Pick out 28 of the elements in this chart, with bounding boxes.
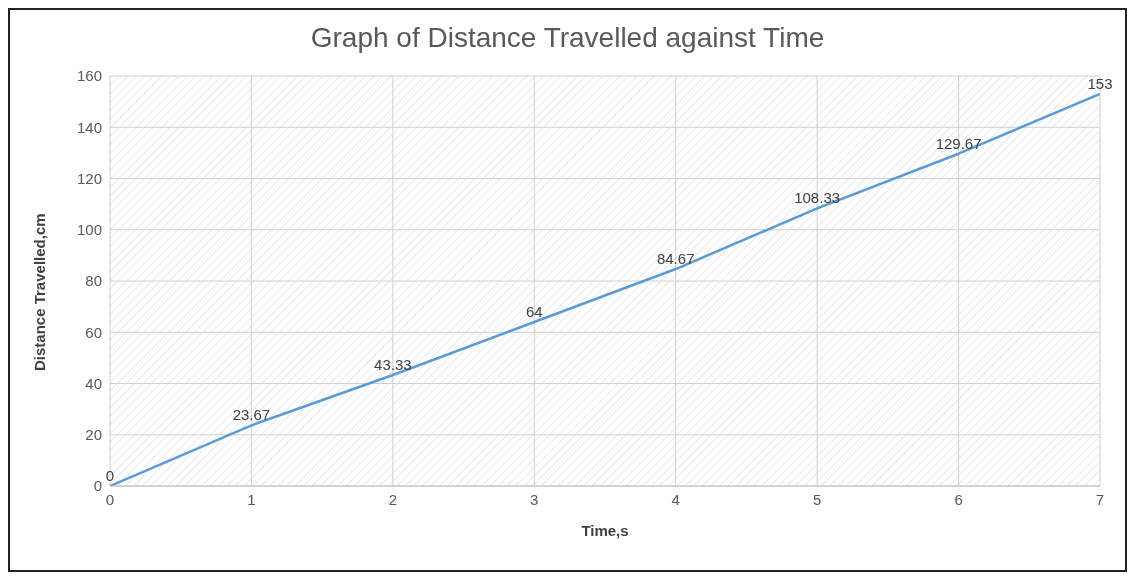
x-tick-label: 2: [388, 490, 398, 508]
chart-title: Graph of Distance Travelled against Time: [309, 21, 826, 55]
y-axis-title: Distance Travelled,cm: [31, 213, 49, 371]
y-tick-label: 20: [85, 426, 102, 444]
data-label: 64: [525, 303, 543, 320]
x-tick-label: 4: [671, 490, 680, 508]
data-label: 0: [105, 467, 115, 484]
data-label: 84.67: [656, 250, 695, 268]
data-label: 129.67: [935, 134, 982, 152]
x-axis-title: Time,s: [581, 522, 629, 539]
y-tick-label: 140: [76, 118, 102, 136]
x-tick-label: 1: [247, 490, 256, 508]
x-tick-label: 6: [954, 490, 963, 508]
data-label: 108.33: [794, 189, 841, 207]
x-tick-label: 3: [530, 490, 539, 508]
x-tick-label: 5: [812, 490, 822, 508]
x-tick-label: 7: [1095, 490, 1105, 508]
x-tick-label: 0: [105, 490, 115, 508]
data-label: 23.67: [232, 406, 271, 424]
data-label: 43.33: [374, 355, 412, 373]
y-tick-label: 120: [76, 169, 102, 187]
data-label: 153: [1087, 74, 1113, 92]
y-tick-label: 0: [93, 477, 102, 495]
y-tick-label: 160: [76, 67, 102, 85]
y-tick-label: 60: [85, 323, 102, 341]
y-tick-label: 100: [76, 221, 102, 239]
y-tick-label: 80: [85, 272, 102, 290]
y-tick-label: 40: [85, 374, 102, 392]
